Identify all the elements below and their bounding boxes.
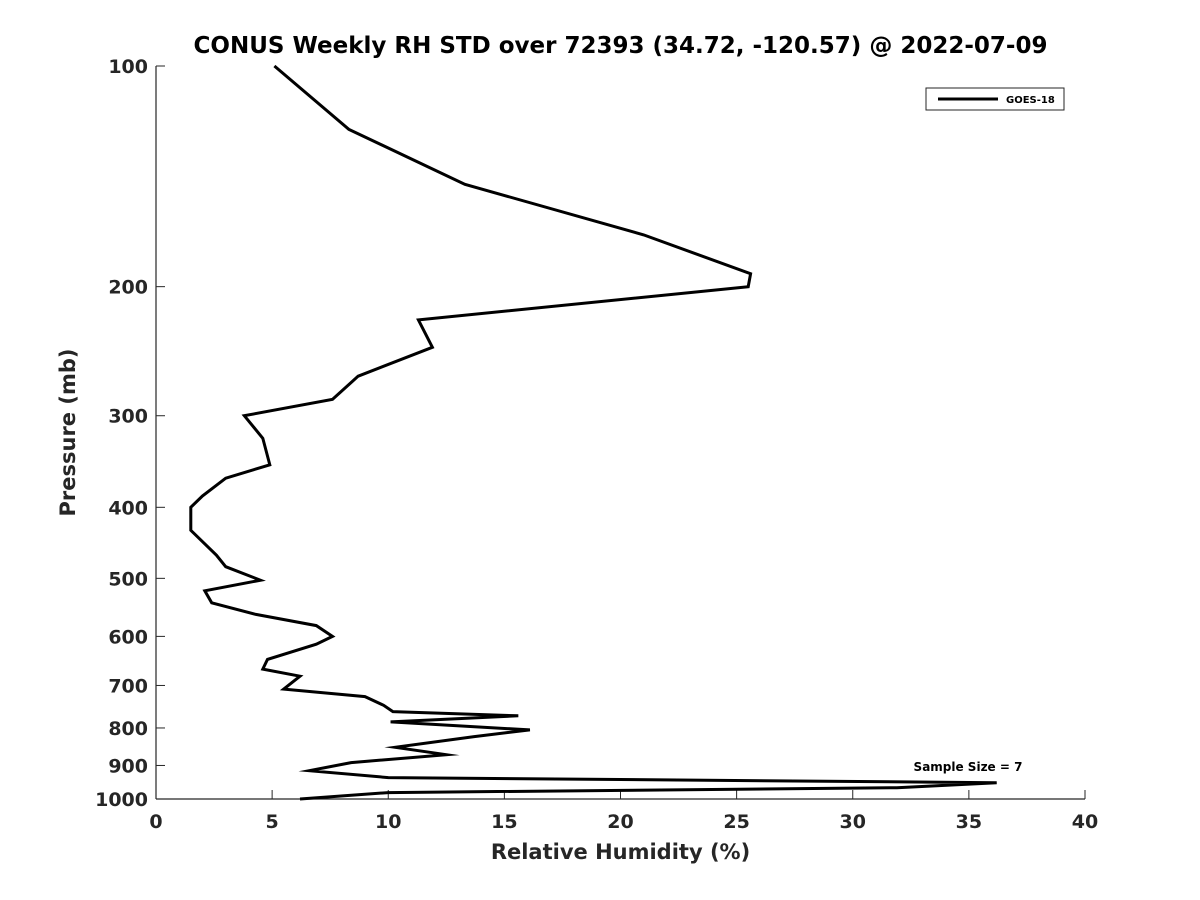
x-axis-label: Relative Humidity (%)	[491, 840, 750, 864]
y-tick-label: 1000	[95, 789, 148, 811]
legend: GOES-18	[925, 87, 1065, 111]
x-tick-label: 35	[956, 811, 982, 833]
x-tick-label: 40	[1072, 811, 1098, 833]
y-tick-label: 700	[108, 675, 148, 697]
x-tick-label: 30	[840, 811, 866, 833]
y-tick-label: 300	[108, 406, 148, 428]
y-tick-label: 200	[108, 277, 148, 299]
y-tick-label: 800	[108, 718, 148, 740]
chart-title: CONUS Weekly RH STD over 72393 (34.72, -…	[194, 33, 1048, 59]
x-tick-label: 15	[491, 811, 517, 833]
y-tick-label: 400	[108, 497, 148, 519]
y-tick-label: 100	[108, 56, 148, 78]
x-tick-label: 5	[266, 811, 279, 833]
y-axis-label: Pressure (mb)	[56, 349, 80, 517]
series-line-goes-18	[189, 64, 997, 801]
x-tick-label: 25	[723, 811, 749, 833]
x-tick-label: 10	[375, 811, 401, 833]
y-tick-label: 500	[108, 568, 148, 590]
legend-label: GOES-18	[1006, 95, 1055, 106]
axes: 0 5 10 15 20 25 30 35 40 100 200 300 400 500 600 700 800…	[95, 56, 1098, 833]
x-tick-label: 20	[607, 811, 633, 833]
y-tick-label: 900	[108, 755, 148, 777]
x-tick-label: 0	[149, 811, 162, 833]
sample-size-annotation: Sample Size = 7	[914, 760, 1023, 774]
series-layer	[189, 64, 997, 801]
y-tick-label: 600	[108, 626, 148, 648]
